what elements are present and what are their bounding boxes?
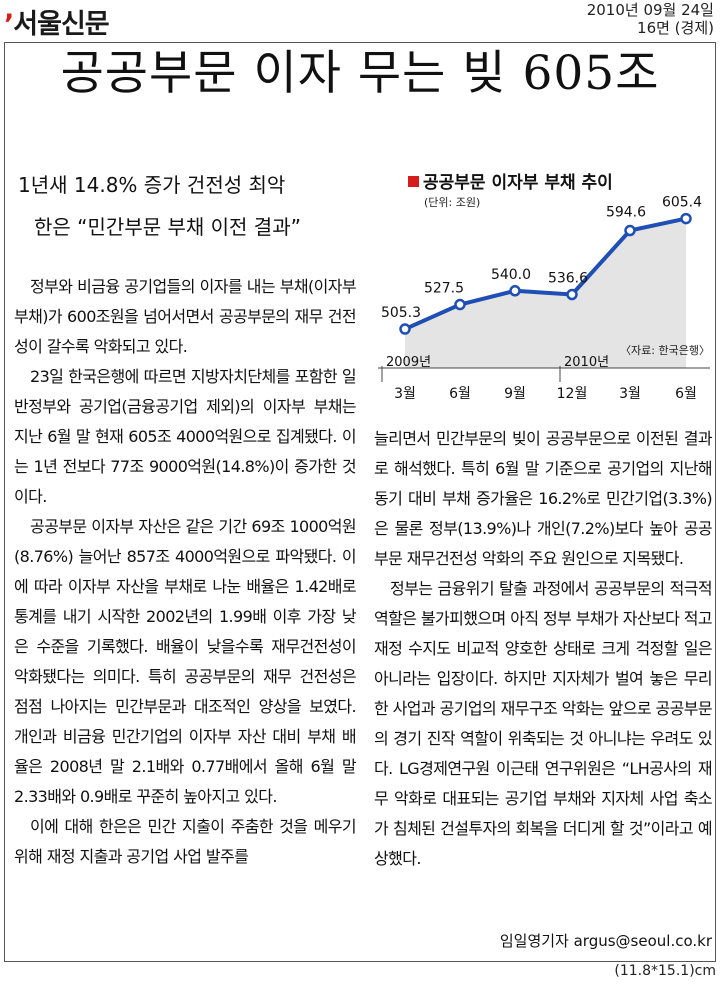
chart-unit: (단위: 조원) (424, 196, 481, 209)
year-label: 2009년 (386, 355, 431, 370)
paragraph: 공공부문 이자부 자산은 같은 기간 69조 1000억원(8.76%) 늘어난… (14, 517, 357, 806)
chart-source: 〈자료: 한국은행〉 (620, 344, 710, 357)
data-label: 527.5 (424, 281, 464, 297)
paragraph: 정부는 금융위기 탈출 과정에서 공공부문의 적극적 역할은 불가피했으며 아직… (374, 579, 713, 868)
logo-mark-icon: ’ (4, 9, 14, 40)
chart-title: 공공부문 이자부 부채 추이 (408, 168, 613, 193)
logo-text: 서울신문 (13, 9, 109, 40)
paragraph: 정부와 비금융 공기업들의 이자를 내는 부채(이자부 부채)가 600조원을 … (14, 277, 357, 356)
body-column-left: 정부와 비금융 공기업들의 이자를 내는 부채(이자부 부채)가 600조원을 … (14, 272, 357, 872)
x-tick-label: 6월 (675, 386, 697, 402)
issue-date: 2010년 09월 24일 (586, 1, 714, 19)
data-label: 536.6 (548, 271, 588, 287)
x-tick-label: 3월 (619, 386, 641, 402)
red-square-icon (408, 176, 419, 187)
paragraph: 이에 대해 한은은 민간 지출이 주춤한 것을 메우기 위해 재정 지출과 공기… (14, 817, 357, 866)
paragraph: 23일 한국은행에 따르면 지방자치단체를 포함한 일반정부와 공기업(금융공기… (14, 367, 357, 506)
debt-trend-chart: 공공부문 이자부 부채 추이 (단위: 조원) 505.3 527.5 540.0 5… (368, 164, 714, 414)
x-tick-label: 9월 (504, 386, 526, 402)
x-tick-label: 3월 (394, 386, 416, 402)
data-point (509, 285, 521, 297)
chart-title-text: 공공부문 이자부 부채 추이 (423, 173, 613, 193)
data-point (680, 212, 692, 225)
body-column-right: 늘리면서 민간부문의 빚이 공공부문으로 이전된 결과로 해석했다. 특히 6월… (374, 424, 713, 874)
series-line (404, 216, 687, 331)
masthead: ’서울신문 2010년 09월 24일 16면 (경제) (0, 0, 720, 42)
subhead-2: 한은 “민간부문 부채 이전 결과” (34, 215, 301, 239)
data-point (624, 224, 636, 237)
page-section: 16면 (경제) (637, 19, 714, 37)
data-label: 605.4 (662, 195, 702, 211)
dateline: 2010년 09월 24일 16면 (경제) (587, 1, 714, 37)
data-point (399, 323, 411, 335)
data-point (454, 298, 466, 311)
data-label: 505.3 (381, 305, 421, 321)
paragraph: 늘리면서 민간부문의 빚이 공공부문으로 이전된 결과로 해석했다. 특히 6월… (374, 429, 713, 568)
x-tick-label: 6월 (449, 386, 471, 402)
data-label: 540.0 (491, 267, 531, 283)
subhead-1: 1년새 14.8% 증가 건전성 최악 (18, 173, 286, 197)
byline: 임일영기자 argus@seoul.co.kr (499, 932, 712, 950)
data-label: 594.6 (606, 205, 646, 221)
size-note: (11.8*15.1)cm (614, 963, 716, 979)
x-tick-label: 12월 (557, 386, 588, 402)
newspaper-logo: ’서울신문 (4, 2, 110, 41)
article-frame (4, 42, 716, 962)
headline: 공공부문 이자 무는 빚 605조 (60, 46, 660, 101)
year-label: 2010년 (564, 355, 609, 370)
data-point (566, 288, 578, 301)
